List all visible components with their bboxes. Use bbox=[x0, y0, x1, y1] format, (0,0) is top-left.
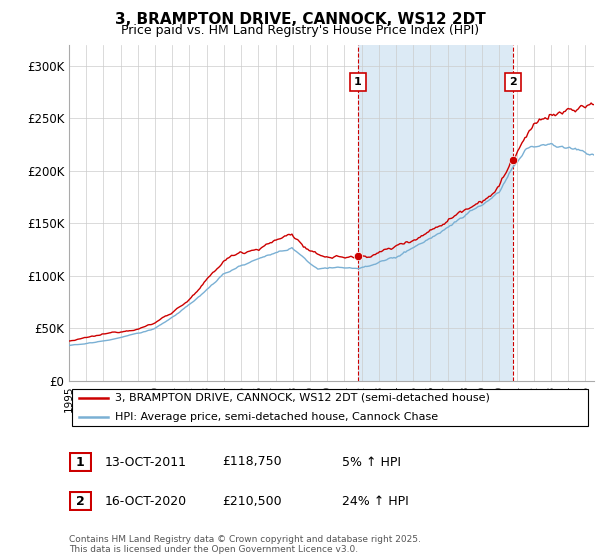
Text: 1: 1 bbox=[354, 77, 362, 87]
Text: HPI: Average price, semi-detached house, Cannock Chase: HPI: Average price, semi-detached house,… bbox=[115, 412, 438, 422]
Text: £118,750: £118,750 bbox=[222, 455, 281, 469]
FancyBboxPatch shape bbox=[70, 453, 91, 471]
Text: 3, BRAMPTON DRIVE, CANNOCK, WS12 2DT (semi-detached house): 3, BRAMPTON DRIVE, CANNOCK, WS12 2DT (se… bbox=[115, 393, 490, 403]
Text: 2: 2 bbox=[509, 77, 517, 87]
Text: 3, BRAMPTON DRIVE, CANNOCK, WS12 2DT: 3, BRAMPTON DRIVE, CANNOCK, WS12 2DT bbox=[115, 12, 485, 27]
Text: 2: 2 bbox=[76, 494, 85, 508]
Text: 13-OCT-2011: 13-OCT-2011 bbox=[105, 455, 187, 469]
FancyBboxPatch shape bbox=[70, 492, 91, 510]
Text: Price paid vs. HM Land Registry's House Price Index (HPI): Price paid vs. HM Land Registry's House … bbox=[121, 24, 479, 36]
Text: Contains HM Land Registry data © Crown copyright and database right 2025.
This d: Contains HM Land Registry data © Crown c… bbox=[69, 535, 421, 554]
Text: 5% ↑ HPI: 5% ↑ HPI bbox=[342, 455, 401, 469]
Bar bbox=[358, 45, 513, 381]
Text: 16-OCT-2020: 16-OCT-2020 bbox=[105, 494, 187, 508]
FancyBboxPatch shape bbox=[71, 389, 589, 426]
Text: 1: 1 bbox=[76, 455, 85, 469]
Text: £210,500: £210,500 bbox=[222, 494, 281, 508]
Text: 24% ↑ HPI: 24% ↑ HPI bbox=[342, 494, 409, 508]
